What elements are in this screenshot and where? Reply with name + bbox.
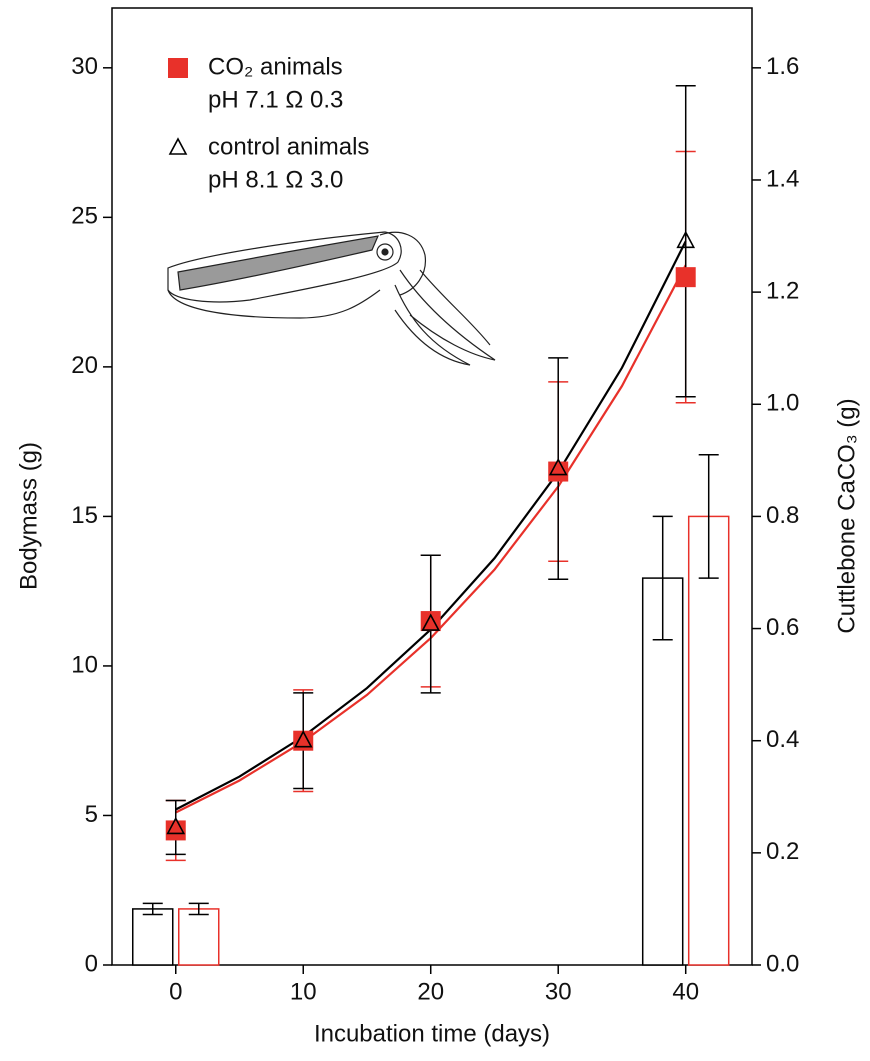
data-point	[166, 816, 186, 835]
y-axis-label: Bodymass (g)	[15, 442, 42, 590]
plot-frame	[111, 7, 753, 966]
bar	[687, 515, 730, 966]
y2-axis-label: Cuttlebone CaCO₃ (g)	[833, 398, 860, 633]
legend-label: control animals	[208, 133, 369, 160]
bar-error-bar	[142, 902, 163, 916]
y2-tick-label: 1.2	[766, 277, 799, 304]
y-tick-label: 15	[71, 502, 98, 529]
x-tick-label: 10	[290, 978, 317, 1005]
bar-error-bar	[698, 453, 719, 579]
y-tick-label: 25	[71, 203, 98, 230]
x-tick-label: 20	[417, 978, 444, 1005]
bar	[131, 908, 174, 966]
bar-error-bar	[652, 515, 673, 641]
bar-error-bar	[188, 902, 209, 916]
data-point	[548, 457, 568, 476]
data-point	[676, 230, 696, 249]
x-tick-label: 40	[672, 978, 699, 1005]
x-tick-label: 0	[169, 978, 182, 1005]
y-tick-label: 5	[85, 801, 98, 828]
x-axis-label: Incubation time (days)	[314, 1020, 550, 1047]
cuttlefish-illustration	[167, 231, 496, 366]
data-point	[675, 267, 696, 288]
legend-detail: pH 7.1 Ω 0.3	[208, 86, 343, 113]
y2-tick-label: 1.6	[766, 53, 799, 80]
data-point	[548, 461, 569, 482]
error-bar	[675, 85, 696, 398]
y2-tick-label: 0.0	[766, 950, 799, 977]
y-tick-label: 30	[71, 53, 98, 80]
y2-tick-label: 1.4	[766, 165, 799, 192]
fit-line	[175, 240, 687, 811]
bar	[177, 908, 220, 966]
bar	[641, 577, 684, 966]
y-tick-label: 0	[85, 950, 98, 977]
legend-marker	[168, 137, 188, 155]
y2-tick-label: 0.6	[766, 614, 799, 641]
y2-tick-label: 0.8	[766, 502, 799, 529]
y2-tick-label: 1.0	[766, 390, 799, 417]
y-tick-label: 20	[71, 352, 98, 379]
data-point	[165, 820, 186, 841]
y-tick-label: 10	[71, 651, 98, 678]
fit-line	[175, 264, 687, 814]
y2-tick-label: 0.2	[766, 838, 799, 865]
data-point	[293, 730, 314, 751]
legend-label: CO₂ animals	[208, 53, 343, 80]
data-point	[293, 730, 313, 748]
data-point	[421, 613, 441, 631]
y2-tick-label: 0.4	[766, 726, 799, 753]
x-tick-label: 30	[545, 978, 572, 1005]
legend-marker	[168, 58, 188, 78]
legend-detail: pH 8.1 Ω 3.0	[208, 166, 343, 193]
